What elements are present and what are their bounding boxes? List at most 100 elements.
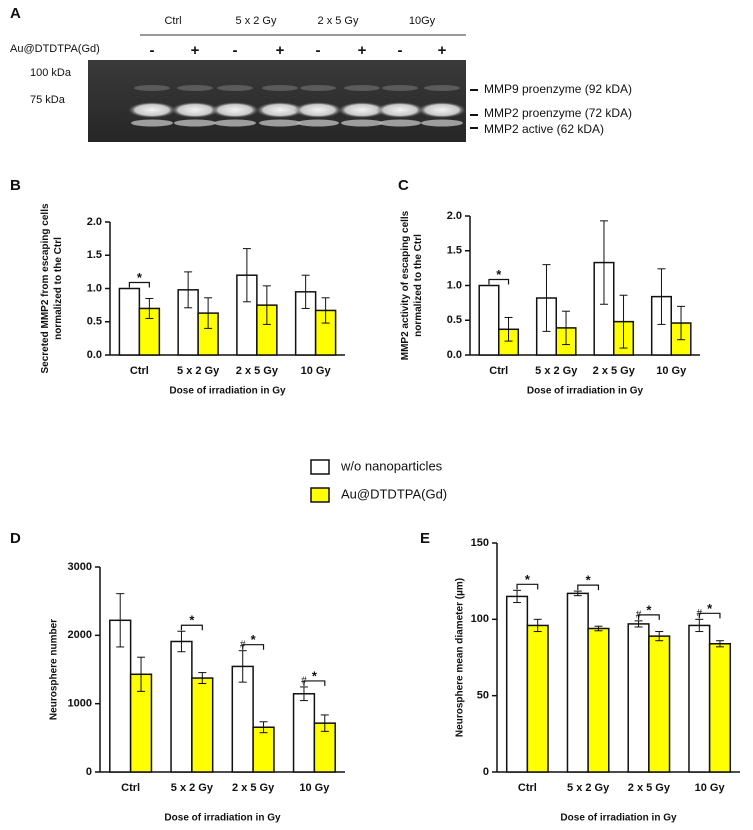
lane-sign: - [398,42,403,59]
gel-band [297,119,339,127]
bar [118,287,141,356]
significance-star: * [646,602,652,617]
y-tick-label: 0.5 [87,316,102,328]
significance-star: * [707,601,713,616]
y-axis-label: Neurosphere mean diameter (µm) [455,578,466,737]
group-label: 5 x 2 Gy [236,15,277,27]
significance-bracket [577,584,600,591]
error-bar [573,590,582,597]
bar [708,643,732,773]
error-bar [619,294,628,349]
bar [587,627,610,773]
group-label: Ctrl [164,15,181,27]
gel-band [259,119,301,127]
marker-label: 100 kDa [30,67,72,79]
legend-swatch [310,459,330,475]
panel-label: D [10,530,21,547]
y-tick-label: 0 [483,766,489,778]
gel-band [421,119,463,127]
x-tick-label: 10 Gy [656,365,687,377]
panel-label: A [10,5,21,22]
x-tick-label: 2 x 5 Gy [628,782,671,794]
lane-sign: - [233,42,238,59]
gel-panel: A [10,5,478,142]
panel-label: C [398,177,409,194]
band-label: MMP2 active (62 kDA) [484,122,604,136]
lane-sign: - [316,42,321,59]
bar [170,640,193,773]
y-axis-label: MMP2 activity of escaping cells [400,210,411,360]
gel-band [341,119,383,127]
x-tick-label: Ctrl [130,365,149,377]
lane-sign: - [150,42,155,59]
x-tick-label: 5 x 2 Gy [171,782,214,794]
significance-bracket [128,281,150,288]
gel-band [379,119,421,127]
x-tick-label: 2 x 5 Gy [593,365,636,377]
significance-bracket [698,612,721,619]
y-tick-label: 1.0 [87,282,102,294]
lane-sign: + [276,42,285,59]
significance-star: * [137,270,143,285]
bar [688,624,711,773]
bar [252,726,275,773]
error-bar [259,721,268,734]
x-tick-label: 5 x 2 Gy [177,365,220,377]
gel-band [211,102,259,118]
x-tick-label: Ctrl [489,365,508,377]
x-axis-label: Dose of irradiation in Gy [560,813,677,824]
bar [627,623,650,773]
gel-band [128,102,176,118]
error-bar [562,310,571,346]
lane-sign: + [358,42,367,59]
bar [566,592,589,773]
y-tick-label: 1.0 [447,279,462,291]
x-tick-label: 10 Gy [299,782,330,794]
gel-band [131,119,173,127]
gel-band [382,85,418,91]
y-tick-label: 2.0 [447,210,462,222]
y-tick-label: 100 [471,613,489,625]
error-bar [301,274,310,309]
significance-bracket [180,624,203,631]
error-bar [299,686,308,702]
gel-band [217,85,253,91]
x-axis-label: Dose of irradiation in Gy [164,813,281,824]
error-bar [513,589,522,604]
error-bar [657,268,666,325]
lane-sign: + [191,42,200,59]
error-bar [504,316,513,342]
significance-bracket [488,278,510,285]
error-bar [320,714,329,732]
x-tick-label: 2 x 5 Gy [236,365,279,377]
y-tick-label: 0 [86,766,92,778]
y-axis-label: normalized to the Ctrl [53,237,64,340]
gel-band [424,85,460,91]
legend-label: Au@DTDTPA(Gd) [341,486,447,501]
gel-band [344,85,380,91]
gel-band [418,102,466,118]
significance-star: * [251,632,257,647]
gel-band [300,85,336,91]
y-tick-label: 1.5 [87,249,102,261]
x-tick-label: Ctrl [121,782,140,794]
x-axis-label: Dose of irradiation in Gy [527,386,644,397]
lane-sign: + [438,42,447,59]
error-bar [542,264,551,332]
group-label: 2 x 5 Gy [318,15,359,27]
error-bar [242,248,251,303]
error-bar [238,650,247,683]
significance-star: * [496,267,502,282]
error-bar [145,297,154,319]
panel-label: E [420,530,430,547]
gel-band [171,102,219,118]
error-bar [695,618,704,633]
legend-label: w/o nanoparticles [340,458,443,473]
error-bar [204,297,213,329]
y-tick-label: 3000 [68,561,92,573]
x-tick-label: 5 x 2 Gy [535,365,578,377]
error-bar [533,618,542,633]
y-tick-label: 2000 [68,629,92,641]
gel-band [294,102,342,118]
bar [478,284,500,356]
